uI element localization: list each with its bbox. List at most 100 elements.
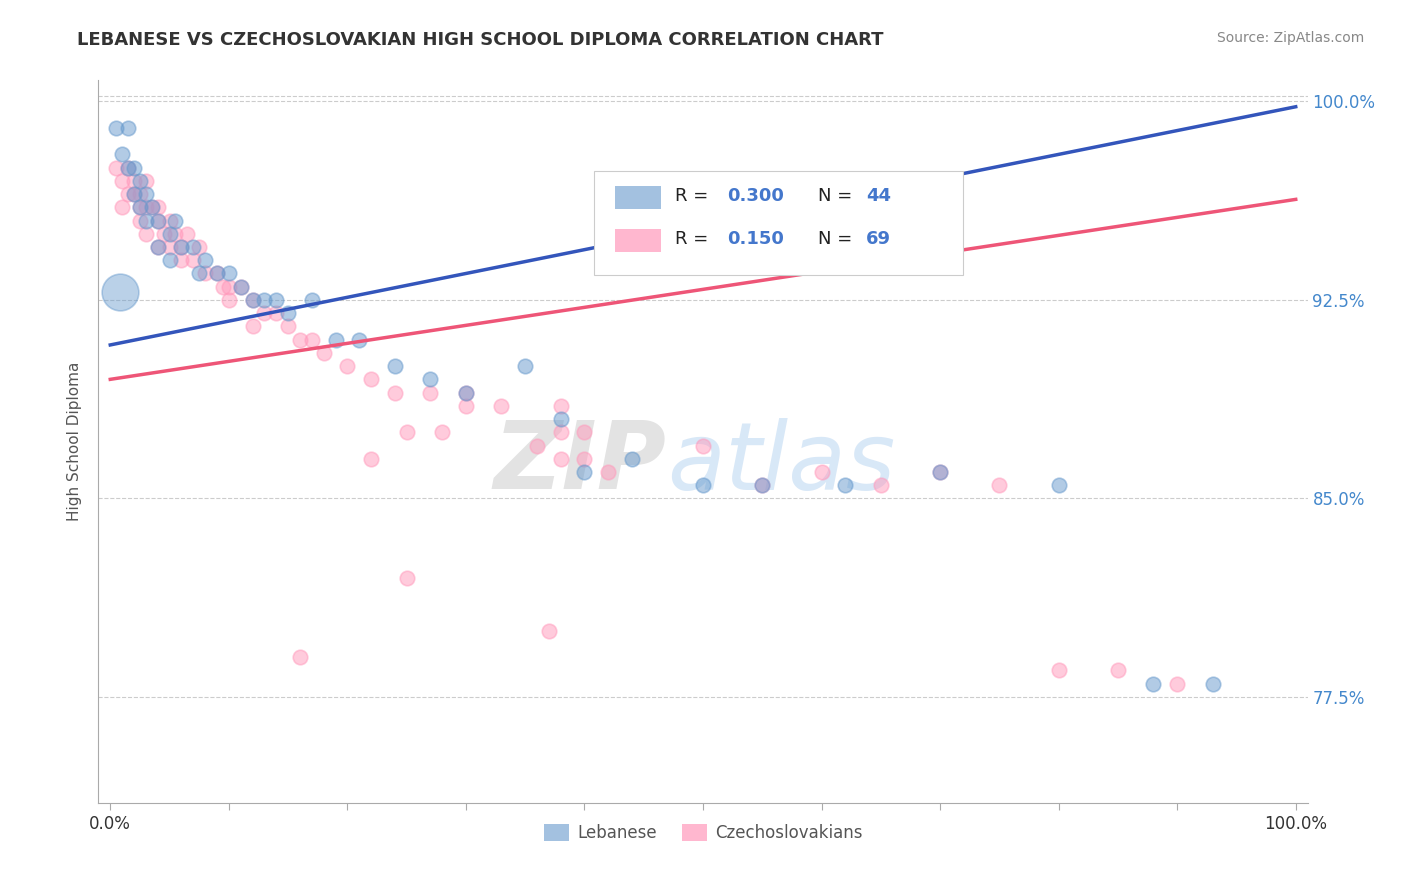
Point — [159, 227, 181, 241]
Point — [188, 240, 211, 254]
Point — [122, 174, 145, 188]
Point — [159, 240, 181, 254]
Point — [598, 465, 620, 479]
Point — [181, 253, 204, 268]
Point — [135, 227, 157, 241]
Point — [288, 650, 311, 665]
Text: N =: N = — [818, 230, 858, 248]
Point — [108, 285, 131, 299]
Point — [360, 372, 382, 386]
Point — [135, 200, 157, 214]
Bar — [614, 229, 661, 252]
Point — [432, 425, 454, 440]
Point — [288, 333, 311, 347]
Point — [1107, 664, 1129, 678]
Point — [146, 240, 169, 254]
Point — [159, 253, 181, 268]
Point — [170, 253, 193, 268]
Point — [117, 161, 139, 175]
Point — [135, 174, 157, 188]
Point — [491, 399, 513, 413]
Point — [117, 120, 139, 135]
Text: atlas: atlas — [666, 417, 896, 508]
Point — [135, 213, 157, 227]
Point — [692, 438, 714, 452]
Point — [454, 385, 477, 400]
Point — [117, 187, 139, 202]
Text: Source: ZipAtlas.com: Source: ZipAtlas.com — [1216, 31, 1364, 45]
Point — [537, 624, 560, 638]
Point — [550, 425, 572, 440]
Point — [129, 187, 152, 202]
Point — [141, 200, 163, 214]
Point — [620, 451, 643, 466]
Point — [146, 200, 169, 214]
Point — [170, 240, 193, 254]
Point — [218, 293, 240, 307]
Point — [205, 267, 228, 281]
Point — [253, 293, 276, 307]
Point — [454, 399, 477, 413]
Point — [229, 279, 252, 293]
Point — [550, 412, 572, 426]
Point — [165, 227, 187, 241]
Point — [218, 279, 240, 293]
Point — [141, 200, 163, 214]
Point — [301, 333, 323, 347]
Point — [218, 267, 240, 281]
Text: N =: N = — [818, 187, 858, 205]
Point — [170, 240, 193, 254]
Point — [129, 200, 152, 214]
Point — [550, 451, 572, 466]
Point — [194, 267, 217, 281]
Y-axis label: High School Diploma: High School Diploma — [67, 362, 83, 521]
Point — [111, 174, 134, 188]
Point — [454, 385, 477, 400]
Point — [129, 213, 152, 227]
Point — [419, 372, 441, 386]
Point — [135, 187, 157, 202]
Point — [384, 359, 406, 373]
Point — [419, 385, 441, 400]
Point — [312, 346, 335, 360]
Point — [117, 161, 139, 175]
Point — [111, 147, 134, 161]
Point — [122, 187, 145, 202]
Text: 69: 69 — [866, 230, 891, 248]
Point — [277, 319, 299, 334]
Point — [751, 478, 773, 492]
Point — [146, 213, 169, 227]
Point — [325, 333, 347, 347]
Point — [929, 465, 952, 479]
Point — [1202, 676, 1225, 690]
Point — [1047, 478, 1070, 492]
Point — [152, 227, 174, 241]
Point — [242, 293, 264, 307]
Point — [810, 465, 832, 479]
Point — [988, 478, 1011, 492]
Point — [515, 359, 537, 373]
Bar — [614, 186, 661, 209]
Point — [384, 385, 406, 400]
Point — [336, 359, 359, 373]
Point — [165, 213, 187, 227]
Point — [146, 240, 169, 254]
Point — [129, 200, 152, 214]
Text: 0.150: 0.150 — [727, 230, 785, 248]
Point — [550, 399, 572, 413]
Point — [692, 478, 714, 492]
Point — [111, 200, 134, 214]
Point — [526, 438, 548, 452]
Point — [146, 213, 169, 227]
Point — [1047, 664, 1070, 678]
Point — [122, 187, 145, 202]
Point — [360, 451, 382, 466]
Point — [1166, 676, 1188, 690]
Point — [395, 425, 418, 440]
Text: R =: R = — [675, 230, 714, 248]
Text: LEBANESE VS CZECHOSLOVAKIAN HIGH SCHOOL DIPLOMA CORRELATION CHART: LEBANESE VS CZECHOSLOVAKIAN HIGH SCHOOL … — [77, 31, 884, 49]
Point — [229, 279, 252, 293]
Point — [869, 478, 891, 492]
Point — [347, 333, 370, 347]
Point — [395, 571, 418, 585]
